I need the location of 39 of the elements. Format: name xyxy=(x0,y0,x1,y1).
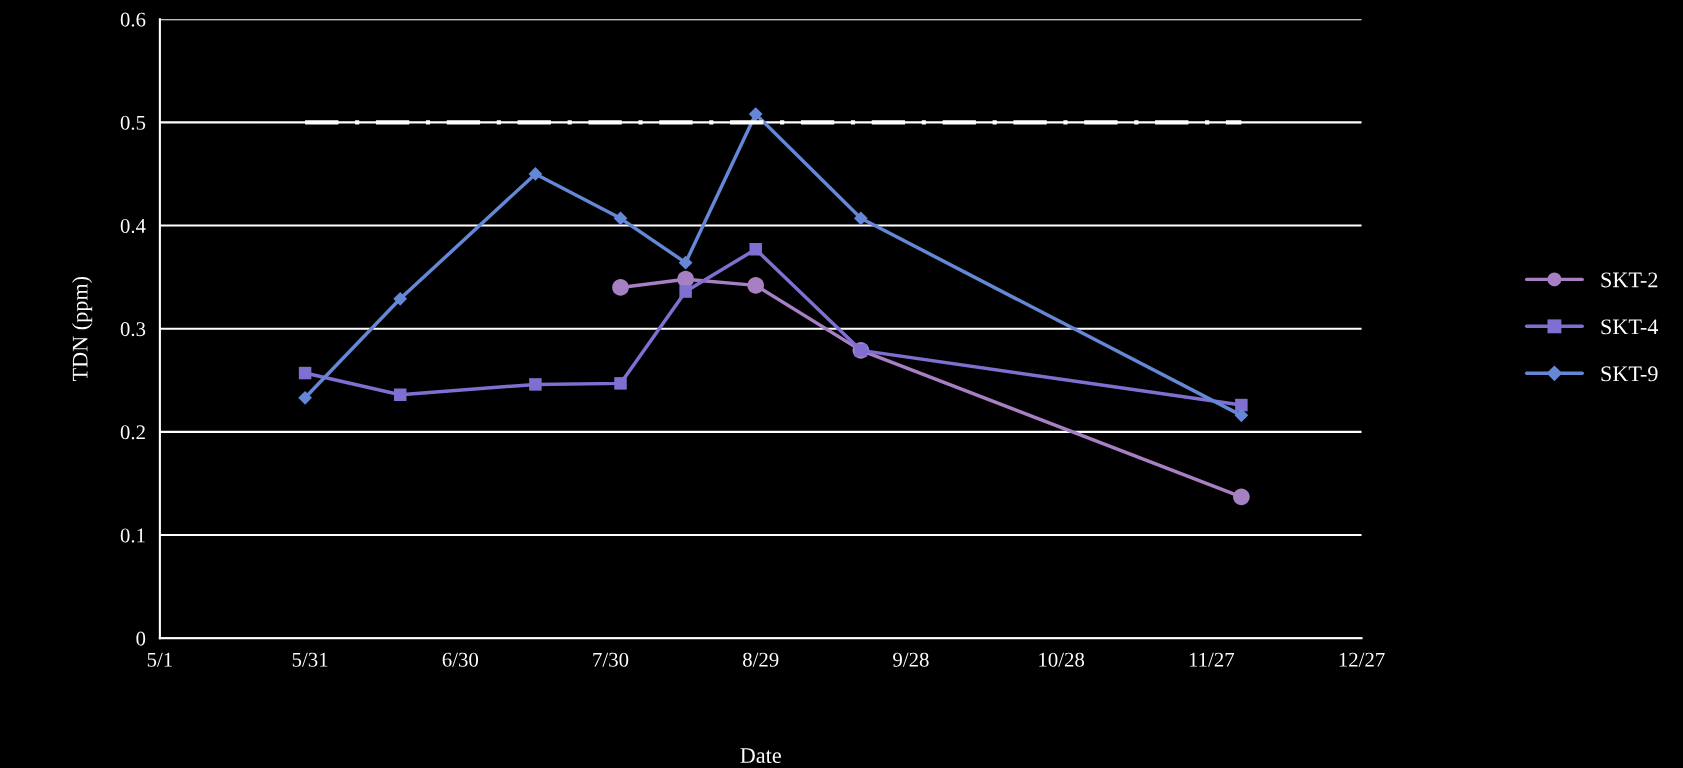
x-axis-title: Date xyxy=(740,748,781,764)
point xyxy=(748,107,763,121)
y-tick-label: 0.5 xyxy=(120,115,146,130)
point xyxy=(749,243,762,256)
point xyxy=(614,377,627,390)
point xyxy=(678,255,693,270)
point xyxy=(853,211,868,226)
point xyxy=(1234,408,1249,423)
legend-label: SKT-2 xyxy=(1601,272,1658,288)
y-tick-label: 0 xyxy=(136,631,146,646)
point xyxy=(528,167,543,181)
y-tick-label: 0.2 xyxy=(120,425,145,440)
x-tick-label: 11/27 xyxy=(1189,652,1235,667)
x-tick-label: 5/1 xyxy=(147,652,172,667)
x-tick-label: 6/30 xyxy=(442,652,479,667)
point xyxy=(298,390,312,405)
y-tick-label: 0.4 xyxy=(120,218,146,234)
point xyxy=(613,211,628,226)
point xyxy=(298,366,312,380)
legend-label: SKT-4 xyxy=(1601,319,1659,335)
point xyxy=(747,277,765,294)
point xyxy=(529,378,542,391)
point xyxy=(1233,488,1250,506)
point xyxy=(1235,398,1248,412)
legend-label: SKT-9 xyxy=(1601,366,1658,382)
y-tick-label: 0.3 xyxy=(120,322,146,337)
x-tick-label: 10/28 xyxy=(1039,652,1085,667)
point xyxy=(679,285,692,298)
x-tick-label: 7/30 xyxy=(593,652,629,667)
x-tick-label: 8/29 xyxy=(742,652,779,667)
y-tick-label: 0.1 xyxy=(120,528,145,543)
x-tick-label: 12/27 xyxy=(1339,652,1385,667)
point xyxy=(612,279,629,296)
x-tick-label: 9/28 xyxy=(893,652,929,667)
y-tick-label: 0.6 xyxy=(120,12,146,27)
x-tick-label: 5/31 xyxy=(292,652,328,667)
y-axis-title: TDN (ppm) xyxy=(72,276,93,382)
point xyxy=(393,291,408,306)
point xyxy=(393,388,407,401)
